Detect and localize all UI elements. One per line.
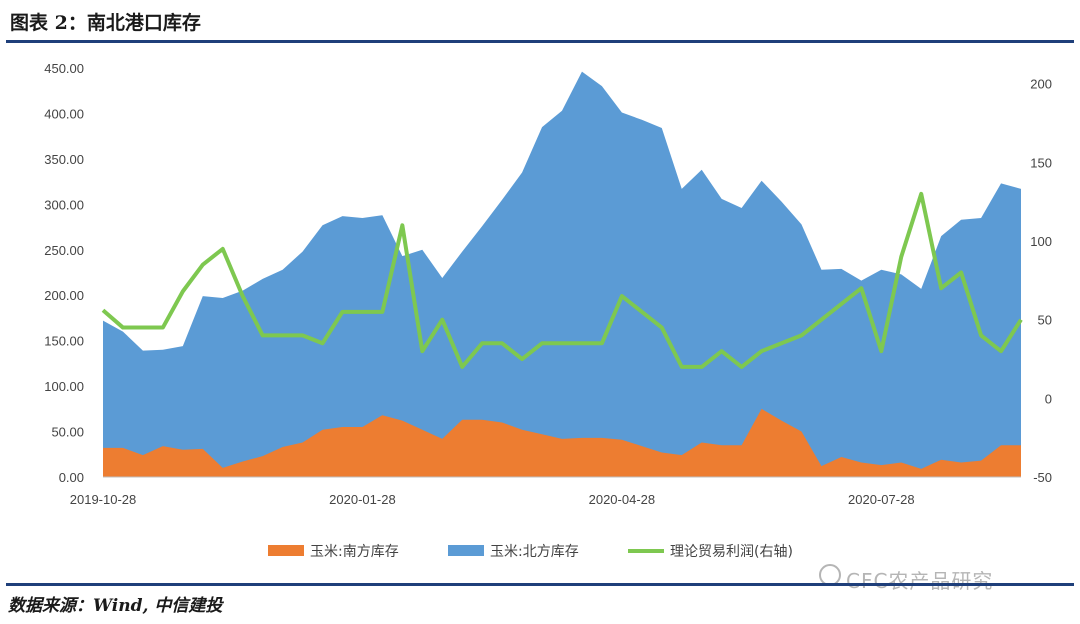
y-right-tick-label: 50: [1038, 313, 1052, 328]
series-south-area: [103, 408, 1021, 477]
series-profit-line: [101, 191, 1023, 369]
data-source: 数据来源：Wind, 中信建投: [8, 596, 223, 616]
y-left-tick-label: 300.00: [44, 197, 84, 212]
y-left-tick-label: 50.00: [51, 425, 84, 440]
bottom-divider: [6, 583, 1074, 586]
y-right-tick-label: 200: [1030, 77, 1052, 92]
legend-label: 玉米:北方库存: [490, 544, 579, 560]
x-tick-label: 2020-04-28: [589, 492, 656, 507]
series-north-area: [103, 71, 1021, 477]
y-left-tick-label: 100.00: [44, 379, 84, 394]
legend-label: 理论贸易利润(右轴): [670, 544, 793, 560]
watermark: CFC农产品研究: [846, 569, 994, 593]
chart-canvas: 0.00 50.00 100.00 150.00 200.00 250.00 300.00 3…: [44, 61, 1052, 560]
x-tick-label: 2020-07-28: [848, 492, 915, 507]
y-right-tick-label: 0: [1045, 391, 1052, 406]
top-divider: [6, 40, 1074, 43]
y-left-tick-label: 200.00: [44, 288, 84, 303]
y-left-tick-label: 400.00: [44, 106, 84, 121]
y-right-tick-label: 150: [1030, 155, 1052, 170]
y-left-tick-label: 150.00: [44, 334, 84, 349]
y-right-tick-label: -50: [1033, 470, 1052, 485]
y-left-tick-label: 350.00: [44, 152, 84, 167]
x-tick-label: 2020-01-28: [329, 492, 396, 507]
y-right-tick-label: 100: [1030, 234, 1052, 249]
chart-title: 图表 2：南北港口库存: [10, 12, 201, 34]
y-left-tick-label: 250.00: [44, 243, 84, 258]
x-tick-label: 2019-10-28: [70, 492, 137, 507]
legend-swatch: [268, 545, 304, 556]
y-left-tick-label: 450.00: [44, 61, 84, 76]
y-left-tick-label: 0.00: [59, 470, 84, 485]
legend-swatch: [448, 545, 484, 556]
legend-label: 玉米:南方库存: [310, 544, 399, 560]
